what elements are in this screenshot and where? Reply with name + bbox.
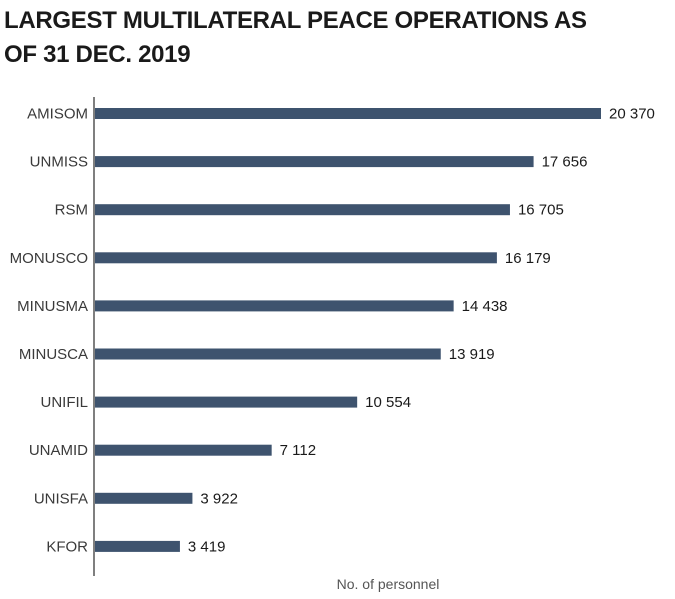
category-label: KFOR: [46, 538, 88, 555]
bar: [95, 540, 180, 552]
bars-layer: AMISOM 20 370 UNMISS 17 656 RSM 16 705 MONUSCO…: [10, 106, 655, 556]
chart-title: LARGEST MULTILATERAL PEACE OPERATIONS AS…: [4, 7, 587, 68]
x-axis-title: No. of personnel: [337, 576, 440, 592]
bar: [95, 492, 193, 504]
bar: [95, 348, 441, 360]
bar: [95, 252, 497, 264]
category-label: RSM: [55, 202, 88, 219]
bar: [95, 156, 534, 168]
category-label: MINUSMA: [17, 298, 88, 315]
category-label: MINUSCA: [19, 346, 88, 363]
value-label: 3 419: [188, 538, 226, 555]
bar: [95, 108, 601, 119]
category-label: UNMISS: [30, 154, 88, 171]
value-label: 20 370: [609, 106, 655, 123]
category-label: AMISOM: [27, 106, 88, 123]
value-label: 17 656: [542, 154, 588, 171]
bar: [95, 204, 510, 216]
bar: [95, 444, 272, 456]
value-label: 3 922: [200, 490, 238, 507]
category-label: MONUSCO: [10, 250, 88, 267]
category-label: UNIFIL: [40, 394, 88, 411]
value-label: 16 179: [505, 250, 551, 267]
value-label: 13 919: [449, 346, 495, 363]
value-label: 10 554: [365, 394, 411, 411]
bar: [95, 300, 454, 312]
category-label: UNISFA: [34, 490, 88, 507]
bar: [95, 396, 358, 408]
value-label: 7 112: [280, 442, 316, 459]
value-label: 16 705: [518, 202, 564, 219]
category-label: UNAMID: [29, 442, 88, 459]
value-label: 14 438: [462, 298, 508, 315]
